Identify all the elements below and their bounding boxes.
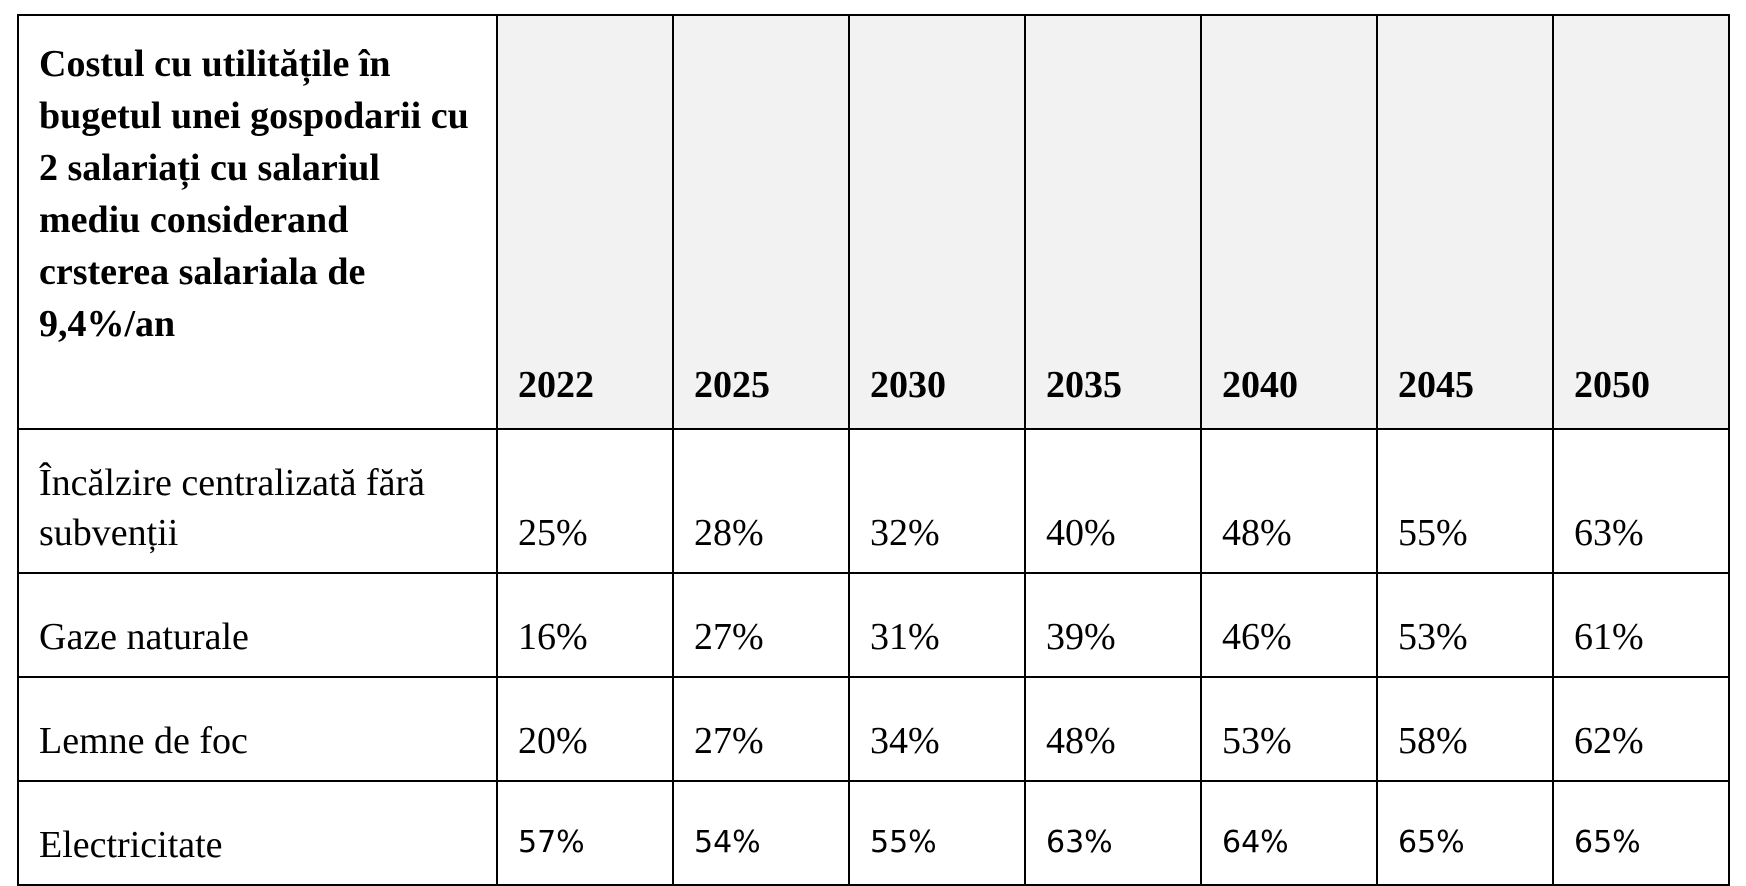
year-header: 2025	[672, 14, 850, 430]
table-cell: 54%	[672, 780, 850, 886]
table-row: Gaze naturale 16% 27% 31% 39% 46% 53% 61…	[17, 572, 1730, 678]
year-header: 2045	[1376, 14, 1554, 430]
row-label: Gaze naturale	[17, 572, 498, 678]
table-cell: 31%	[848, 572, 1026, 678]
table-cell: 27%	[672, 572, 850, 678]
table-cell: 63%	[1552, 428, 1730, 574]
row-label: Electricitate	[17, 780, 498, 886]
table-cell: 55%	[848, 780, 1026, 886]
table-cell: 65%	[1552, 780, 1730, 886]
row-label: Încălzire centralizată fără subvenții	[17, 428, 498, 574]
year-header: 2050	[1552, 14, 1730, 430]
table-cell: 46%	[1200, 572, 1378, 678]
table-cell: 61%	[1552, 572, 1730, 678]
header-row: Costul cu utilitățile în bugetul unei go…	[17, 14, 1730, 430]
utility-cost-table: Costul cu utilitățile în bugetul unei go…	[17, 14, 1730, 886]
table-cell: 28%	[672, 428, 850, 574]
table-cell: 64%	[1200, 780, 1378, 886]
table-cell: 48%	[1024, 676, 1202, 782]
table-cell: 53%	[1200, 676, 1378, 782]
table-cell: 57%	[496, 780, 674, 886]
table-cell: 53%	[1376, 572, 1554, 678]
table-row: Electricitate 57% 54% 55% 63% 64% 65% 65…	[17, 780, 1730, 886]
year-header: 2040	[1200, 14, 1378, 430]
table-cell: 25%	[496, 428, 674, 574]
table-cell: 40%	[1024, 428, 1202, 574]
table-cell: 58%	[1376, 676, 1554, 782]
table-cell: 39%	[1024, 572, 1202, 678]
year-header: 2030	[848, 14, 1026, 430]
table-cell: 16%	[496, 572, 674, 678]
table-cell: 27%	[672, 676, 850, 782]
row-label: Lemne de foc	[17, 676, 498, 782]
table-row: Lemne de foc 20% 27% 34% 48% 53% 58% 62%	[17, 676, 1730, 782]
table-cell: 62%	[1552, 676, 1730, 782]
table-cell: 34%	[848, 676, 1026, 782]
utility-cost-table-container: Costul cu utilitățile în bugetul unei go…	[17, 14, 1730, 886]
year-header: 2035	[1024, 14, 1202, 430]
table-cell: 48%	[1200, 428, 1378, 574]
table-cell: 63%	[1024, 780, 1202, 886]
year-header: 2022	[496, 14, 674, 430]
table-cell: 65%	[1376, 780, 1554, 886]
corner-header: Costul cu utilitățile în bugetul unei go…	[17, 14, 498, 430]
table-cell: 55%	[1376, 428, 1554, 574]
table-cell: 32%	[848, 428, 1026, 574]
table-row: Încălzire centralizată fără subvenții 25…	[17, 428, 1730, 574]
table-cell: 20%	[496, 676, 674, 782]
